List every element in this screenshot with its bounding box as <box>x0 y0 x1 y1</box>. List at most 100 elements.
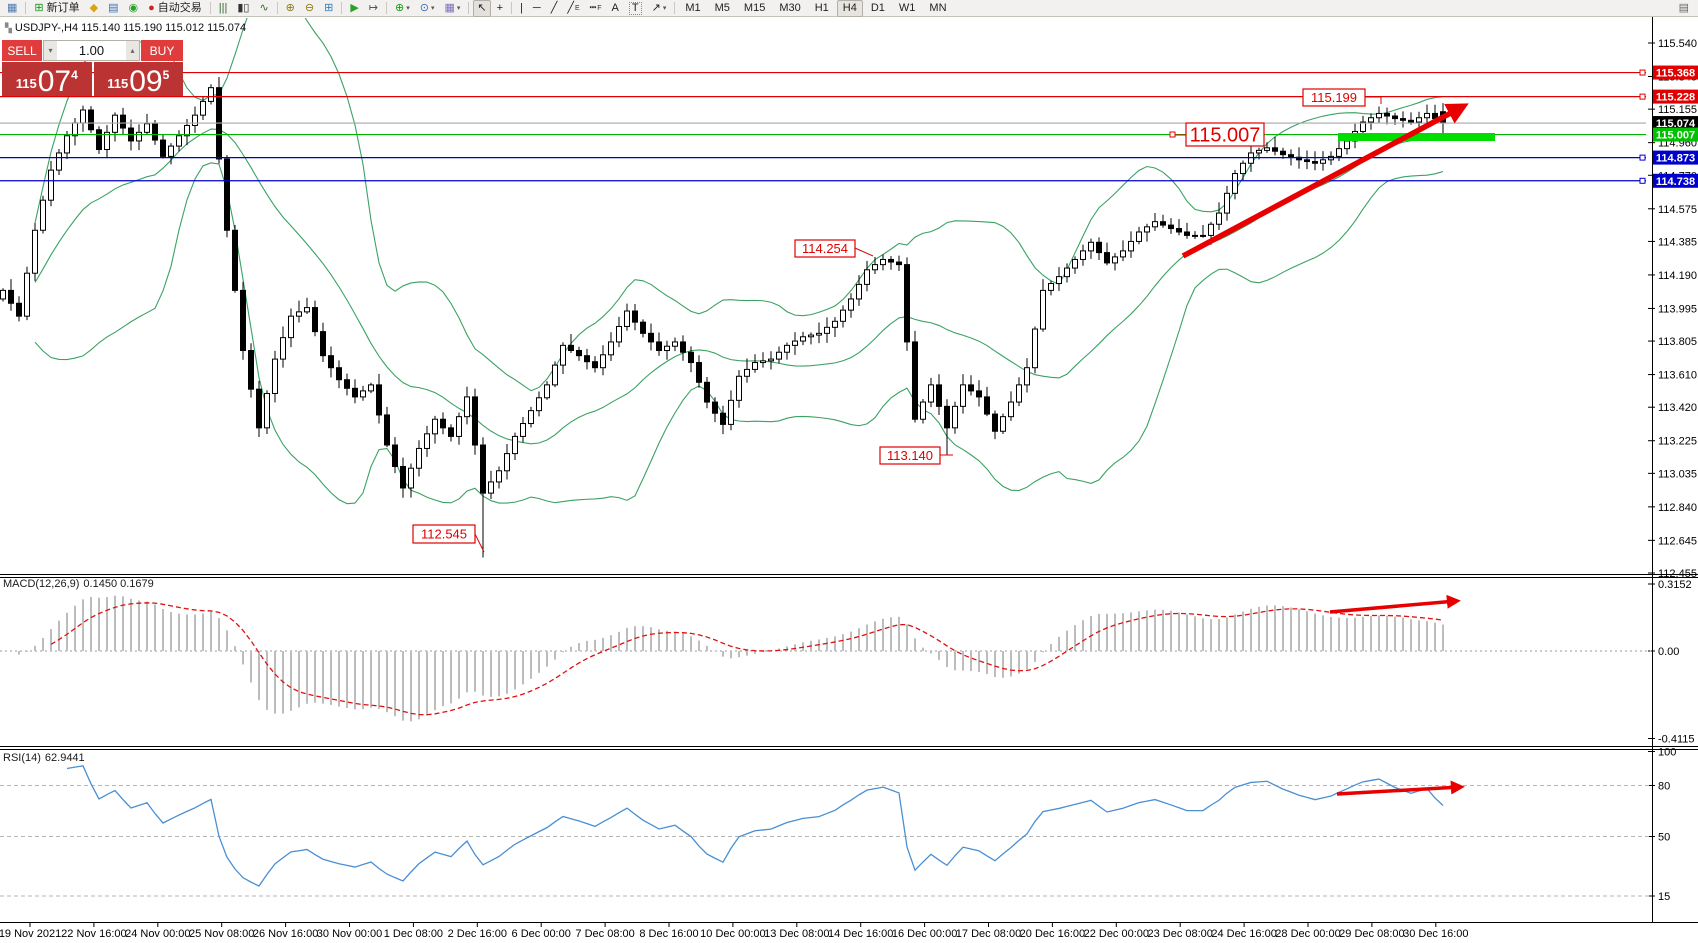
price-callout[interactable]: 112.545 <box>412 524 485 553</box>
candle-down <box>1408 119 1414 123</box>
sell-price[interactable]: 115 07 4 <box>2 62 92 96</box>
fibonacci-icon[interactable]: ┅ F <box>586 0 606 17</box>
timeframe-MN[interactable]: MN <box>929 1 947 14</box>
candle-down <box>1384 112 1390 117</box>
level-anchor-square[interactable] <box>1639 69 1646 76</box>
candle-up <box>1128 240 1134 252</box>
price-callout[interactable]: 115.007 <box>1169 122 1265 147</box>
candle-down <box>696 362 702 383</box>
trend-arrow[interactable] <box>1336 780 1465 796</box>
volume-decrease-icon[interactable]: ▾ <box>44 41 57 60</box>
chevron-down-icon: ▾ <box>406 4 410 12</box>
price-callout[interactable]: 113.140 <box>879 446 953 465</box>
timeframe-H4[interactable]: H4 <box>836 0 863 17</box>
price-badge <box>1653 116 1698 131</box>
horizontal-line-icon[interactable]: ─ <box>529 0 545 17</box>
toolbar-separator <box>468 2 470 14</box>
rsi-axis-label: 50 <box>1658 832 1670 844</box>
auto-scroll-icon[interactable]: ▶ <box>346 0 362 17</box>
crosshair-icon[interactable]: + <box>493 0 507 17</box>
volume-increase-icon[interactable]: ▴ <box>126 41 139 60</box>
candle-down <box>1280 150 1286 156</box>
macd-values: 0.1450 0.1679 <box>83 578 154 590</box>
timeframe-M15[interactable]: M15 <box>743 1 766 14</box>
line-chart-icon[interactable]: ∿ <box>255 0 272 17</box>
tile-windows-icon[interactable]: ⊞ <box>320 0 337 17</box>
periods-icon[interactable]: ⊙ ▾ <box>416 0 439 17</box>
candle-up <box>1016 384 1022 403</box>
toolbar-separator <box>511 2 513 14</box>
timeframe-M1[interactable]: M1 <box>685 1 701 14</box>
level-anchor-square[interactable] <box>1639 154 1646 161</box>
candle-up <box>80 109 86 124</box>
templates-icon[interactable]: ▦ ▾ <box>440 0 464 17</box>
time-tick-label: 6 Dec 00:00 <box>512 928 571 940</box>
sell-price-handle: 115 <box>15 76 37 91</box>
candle-up <box>1152 221 1158 228</box>
buy-button[interactable]: BUY <box>141 40 183 61</box>
time-tick-label: 29 Dec 08:00 <box>1339 928 1404 940</box>
callout-box <box>794 239 856 258</box>
price-tick-label: 113.610 <box>1658 370 1697 382</box>
price-callout[interactable]: 114.254 <box>794 239 874 258</box>
price-badge-label: 114.738 <box>1656 176 1695 188</box>
vertical-line-icon[interactable]: | <box>516 0 527 17</box>
callout-text: 112.545 <box>421 527 467 542</box>
timeframe-D1[interactable]: D1 <box>870 1 885 14</box>
data-window-icon[interactable]: ▤ <box>1678 1 1689 14</box>
chart-shift-icon: ↦ <box>368 1 379 14</box>
candle-up <box>1008 401 1014 418</box>
new-order-button[interactable]: ⊞ 新订单 <box>30 0 83 17</box>
price-callout[interactable]: 115.199 <box>1302 88 1382 107</box>
navigator-icon[interactable]: ▤ <box>104 0 122 17</box>
text-label-icon[interactable]: T <box>625 0 646 17</box>
zoom-out-icon[interactable]: ⊖ <box>301 0 318 17</box>
autotrading-button[interactable]: ● 自动交易 <box>144 0 206 17</box>
signals-icon[interactable]: ◉ <box>125 0 143 17</box>
indicators-icon[interactable]: ⊕ ▾ <box>391 0 414 17</box>
market-watch-icon[interactable]: ◆ <box>86 0 102 17</box>
timeframe-H1[interactable]: H1 <box>814 1 829 14</box>
callout-leader <box>1365 96 1382 104</box>
callout-text: 114.254 <box>802 241 848 256</box>
indicators-icon: ⊕ <box>395 1 405 14</box>
volume-stepper[interactable]: ▾ 1.00 ▴ <box>43 40 140 61</box>
sell-button[interactable]: SELL <box>2 40 42 61</box>
trend-arrow[interactable] <box>1181 103 1469 259</box>
candle-up <box>1240 162 1246 175</box>
support-zone-highlight[interactable] <box>1338 133 1495 141</box>
chevron-down-icon: ▾ <box>430 4 435 12</box>
callout-text: 113.140 <box>887 448 933 463</box>
zoom-in-icon[interactable]: ⊕ <box>282 0 299 17</box>
volume-value[interactable]: 1.00 <box>78 43 105 58</box>
candle-up <box>0 289 6 300</box>
level-anchor-square[interactable] <box>1639 93 1646 100</box>
candle-up <box>1368 117 1374 123</box>
time-tick-label: 25 Nov 08:00 <box>189 928 254 940</box>
chart-shift-icon[interactable]: ↦ <box>365 0 382 17</box>
price-tick-label: 112.840 <box>1658 502 1697 514</box>
candle-down <box>96 129 102 151</box>
equidistant-channel-icon[interactable]: ╱ E <box>563 0 583 17</box>
candle-down <box>632 310 638 323</box>
trendline-icon[interactable]: ╱ <box>547 0 562 17</box>
candle-up <box>1192 234 1198 237</box>
cursor-icon[interactable]: ↖ <box>473 0 491 17</box>
chart-window-icon[interactable]: ▦ <box>3 0 21 17</box>
arrows-icon[interactable]: ↗ ▾ <box>648 0 671 17</box>
timeframe-M30[interactable]: M30 <box>779 1 801 14</box>
buy-price[interactable]: 115 09 5 <box>93 62 183 96</box>
candlestick-chart-icon[interactable]: ▮▯ <box>233 0 253 17</box>
ohlc-readout: 115.140 115.190 115.012 115.074 <box>81 22 247 34</box>
timeframe-M5[interactable]: M5 <box>714 1 730 14</box>
level-anchor-square[interactable] <box>1639 177 1646 184</box>
trend-arrow[interactable] <box>1329 594 1461 614</box>
price-axis[interactable]: 115.540115.345115.155114.960114.770114.5… <box>1648 38 1698 903</box>
candle-down <box>576 350 582 357</box>
timeframe-W1[interactable]: W1 <box>898 1 916 14</box>
candle-up <box>784 344 790 353</box>
text-icon[interactable]: A <box>608 0 623 17</box>
bar-chart-icon[interactable]: ||| <box>215 0 232 17</box>
